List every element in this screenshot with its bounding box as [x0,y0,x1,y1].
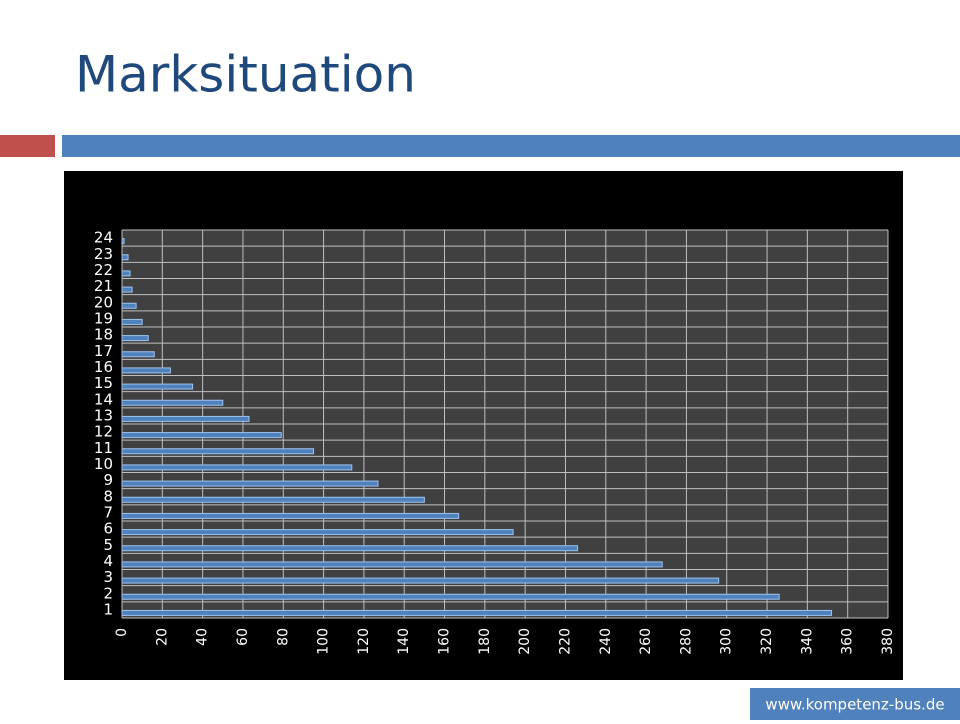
y-tick-label: 4 [103,552,113,570]
bar [121,270,131,277]
x-tick-label: 360 [840,628,856,655]
x-tick-label: 340 [799,628,815,655]
y-tick-label: 2 [103,584,113,602]
bar [121,415,250,422]
accent-bar [0,135,55,157]
x-tick-label: 160 [437,628,453,655]
bar [121,254,129,261]
y-tick-label: 20 [94,293,113,311]
footer-text: www.kompetenz-bus.de [765,696,944,714]
x-tick-label: 100 [316,628,332,655]
bar [121,480,379,487]
bar [121,561,663,568]
x-tick-label: 380 [880,628,896,655]
bar [121,464,353,471]
bar [121,335,149,342]
bar [121,496,425,503]
y-tick-label: 3 [103,568,113,586]
x-tick-label: 300 [719,628,735,655]
x-tick-label: 220 [557,628,573,655]
bar [121,351,155,358]
bar [121,512,460,519]
bar [121,399,224,406]
x-tick-label: 200 [517,628,533,655]
y-tick-label: 21 [94,277,113,295]
bar [121,577,720,584]
bar [121,286,133,293]
y-tick-label: 24 [94,229,113,247]
x-tick-label: 120 [356,628,372,655]
y-tick-label: 1 [103,600,113,618]
bar [121,448,314,455]
bar [121,318,143,325]
y-tick-label: 10 [94,455,113,473]
y-tick-label: 17 [94,342,113,360]
y-tick-label: 15 [94,374,113,392]
footer-box [750,688,960,720]
x-tick-label: 260 [638,628,654,655]
x-tick-label: 180 [477,628,493,655]
x-tick-label: 240 [598,628,614,655]
x-tick-label: 320 [759,628,775,655]
x-tick-label: 0 [114,628,130,637]
bar [121,529,514,536]
y-tick-label: 19 [94,309,113,327]
bar [121,593,780,600]
x-tick-label: 20 [154,628,170,646]
bar [121,545,579,552]
slide-title: Marksituation [75,46,416,104]
y-tick-label: 22 [94,261,113,279]
y-tick-label: 18 [94,326,113,344]
y-tick-label: 7 [103,503,113,521]
y-tick-label: 23 [94,245,113,263]
y-tick-label: 8 [103,487,113,505]
bar [121,302,137,309]
y-tick-label: 11 [94,439,113,457]
y-tick-label: 9 [103,471,113,489]
y-tick-label: 5 [103,536,113,554]
bar [121,367,171,374]
x-tick-label: 280 [678,628,694,655]
x-tick-label: 80 [275,628,291,646]
bar [121,383,194,390]
bar [121,609,833,616]
y-tick-label: 13 [94,406,113,424]
x-tick-label: 40 [195,628,211,646]
header-bar [62,135,960,157]
x-tick-label: 140 [396,628,412,655]
x-tick-label: 60 [235,628,251,646]
y-tick-label: 16 [94,358,113,376]
y-tick-label: 14 [94,390,113,408]
y-tick-label: 6 [103,520,113,538]
bar [121,432,282,439]
bar [121,238,125,245]
y-tick-label: 12 [94,423,113,441]
